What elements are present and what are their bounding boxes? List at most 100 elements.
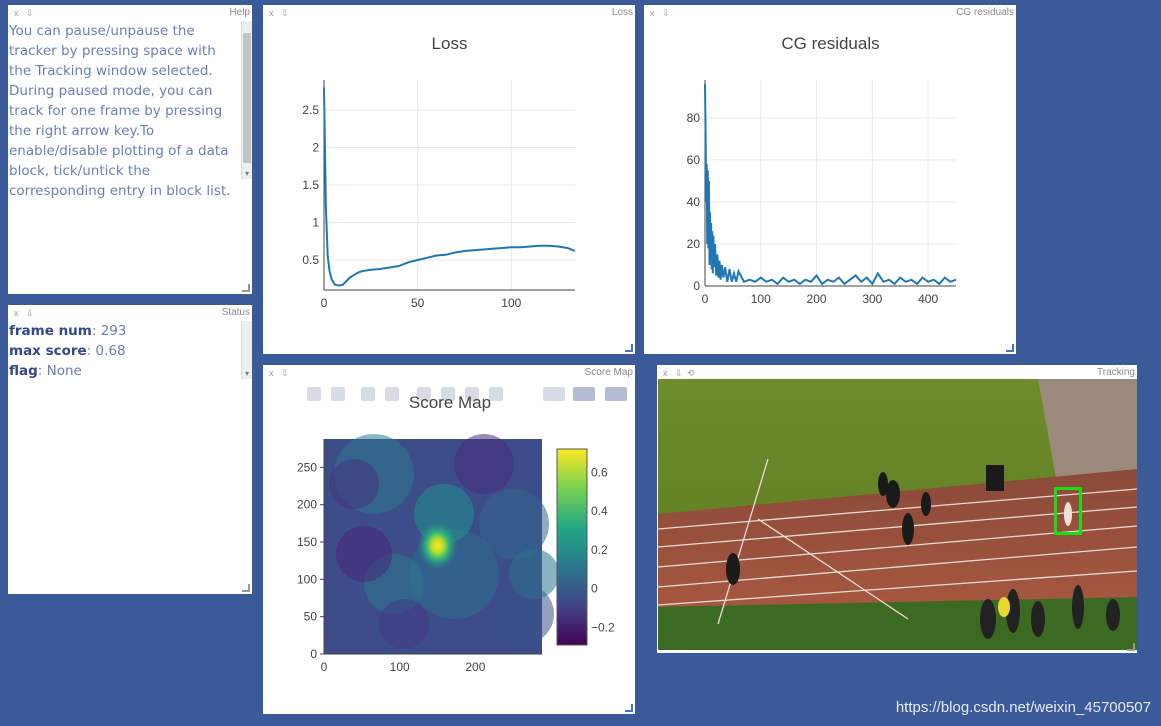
tracking-pane-title: Tracking (1097, 367, 1135, 378)
y-tick-label: 0 (310, 647, 317, 661)
scoremap-pane-title: Score Map (584, 367, 633, 378)
cg-pane-title: CG residuals (956, 7, 1014, 18)
x-tick-label: 200 (807, 292, 827, 306)
status-value: : 0.68 (86, 343, 126, 359)
pin-icon[interactable]: ⇩ (281, 8, 289, 18)
cg-chart[interactable]: CG residuals 0 20 40 60 80 0 100 200 300 400 (644, 5, 1016, 354)
pin-icon[interactable]: ⇩ (26, 8, 34, 18)
scoremap-pane: x ⇩ Score Map Score Map 0 100 200 0 50 100 150 2… (263, 365, 635, 714)
home-icon[interactable] (489, 387, 503, 401)
colorbar-tick-label: 0.6 (591, 465, 608, 479)
scroll-down-icon[interactable]: ▾ (244, 169, 249, 178)
heatmap-region (494, 584, 554, 644)
resize-handle[interactable] (625, 704, 633, 712)
zoom-icon[interactable] (361, 387, 375, 401)
zoom-in-icon[interactable] (417, 387, 431, 401)
autoscale-icon[interactable] (465, 387, 479, 401)
tracking-frame[interactable] (658, 379, 1137, 650)
resize-handle[interactable] (625, 344, 633, 352)
x-tick-label: 100 (751, 292, 771, 306)
series-line (704, 84, 957, 286)
status-key: flag (9, 363, 38, 379)
x-tick-label: 0 (321, 296, 328, 310)
status-row-max-score: max score: 0.68 (9, 341, 240, 361)
status-pane-bar[interactable]: x ⇩ Status (8, 305, 252, 321)
status-key: frame num (9, 323, 92, 339)
status-value: : None (37, 363, 82, 379)
tracking-pane-bar[interactable]: x ⇩ ⟲ Tracking (657, 365, 1137, 381)
pin-icon[interactable]: ⇩ (662, 8, 670, 18)
chart-title: Loss (432, 34, 468, 53)
close-icon[interactable]: x (269, 8, 274, 18)
close-icon[interactable]: x (269, 368, 274, 378)
loss-chart[interactable]: Loss 0.5 1 1.5 2 2.5 0 50 100 (263, 5, 635, 354)
x-tick-label: 400 (918, 292, 938, 306)
y-tick-label: 100 (297, 572, 317, 586)
pan-icon[interactable] (385, 387, 399, 401)
colorbar-tick-label: 0.2 (591, 543, 608, 557)
status-list: frame num: 293 max score: 0.68 flag: Non… (9, 321, 240, 381)
y-tick-label: 20 (687, 237, 701, 251)
resize-handle[interactable] (242, 284, 250, 292)
close-icon[interactable]: x (663, 368, 668, 378)
tracking-pane: x ⇩ ⟲ Tracking (657, 365, 1137, 653)
y-tick-label: 80 (687, 111, 701, 125)
close-icon[interactable]: x (650, 8, 655, 18)
heatmap-region (454, 434, 514, 494)
plotly-logo-icon[interactable] (605, 387, 627, 401)
y-tick-label: 40 (687, 195, 701, 209)
cg-pane-bar[interactable]: x ⇩ CG residuals (644, 5, 1016, 21)
y-tick-label: 250 (297, 460, 317, 474)
spike-lines-icon[interactable] (543, 387, 565, 401)
resize-handle[interactable] (242, 584, 250, 592)
status-value: : 293 (91, 323, 127, 339)
y-tick-label: 50 (304, 610, 318, 624)
y-tick-label: 60 (687, 153, 701, 167)
heatmap-peak (417, 521, 458, 570)
x-tick-label: 300 (862, 292, 882, 306)
pin-icon[interactable]: ⇩ (26, 308, 34, 318)
x-tick-label: 100 (501, 296, 521, 310)
scoremap-pane-bar[interactable]: x ⇩ Score Map (263, 365, 635, 381)
scroll-down-icon[interactable]: ▾ (244, 369, 249, 378)
y-tick-label: 200 (297, 498, 317, 512)
scoremap-chart[interactable]: Score Map 0 100 200 0 50 100 150 200 250 0.6 0.4 0.2… (263, 365, 635, 714)
pin-icon[interactable]: ⇩ (281, 368, 289, 378)
heatmap-region (479, 489, 549, 559)
y-tick-label: 150 (297, 535, 317, 549)
cg-pane: x ⇩ CG residuals CG residuals 0 20 40 60 80 0 1… (644, 5, 1016, 354)
help-scrollbar[interactable]: ▾ (241, 21, 252, 179)
compare-icon[interactable] (573, 387, 595, 401)
refresh-icon[interactable]: ⟲ (687, 368, 695, 378)
y-tick-label: 1.5 (302, 178, 319, 192)
status-pane-title: Status (221, 307, 250, 318)
save-icon[interactable] (331, 387, 345, 401)
help-scroll-thumb[interactable] (243, 33, 251, 163)
colorbar-tick-label: 0.4 (591, 504, 608, 518)
colorbar-tick-label: −0.2 (591, 621, 615, 635)
camera-icon[interactable] (307, 387, 321, 401)
resize-handle[interactable] (1006, 344, 1014, 352)
zoom-out-icon[interactable] (441, 387, 455, 401)
resize-handle[interactable] (1127, 643, 1135, 651)
series-line (323, 87, 576, 287)
pin-icon[interactable]: ⇩ (675, 368, 683, 378)
x-tick-label: 100 (390, 660, 410, 674)
chart-title: CG residuals (781, 34, 879, 53)
status-key: max score (9, 343, 87, 359)
heatmap-region (509, 549, 559, 599)
status-pane: x ⇩ Status frame num: 293 max score: 0.6… (8, 305, 252, 594)
status-scrollbar[interactable]: ▾ (241, 321, 252, 379)
chart-title: Score Map (409, 393, 491, 412)
y-tick-label: 2 (312, 141, 319, 155)
loss-pane-bar[interactable]: x ⇩ Loss (263, 5, 635, 21)
x-tick-label: 0 (321, 660, 328, 674)
help-pane-bar[interactable]: x ⇩ Help (8, 5, 252, 21)
y-tick-label: 0.5 (302, 253, 319, 267)
help-pane: x ⇩ Help You can pause/unpause the track… (8, 5, 252, 294)
heatmap-region (329, 459, 379, 509)
heatmap-region (379, 599, 429, 649)
close-icon[interactable]: x (14, 8, 19, 18)
x-tick-label: 200 (465, 660, 485, 674)
close-icon[interactable]: x (14, 308, 19, 318)
